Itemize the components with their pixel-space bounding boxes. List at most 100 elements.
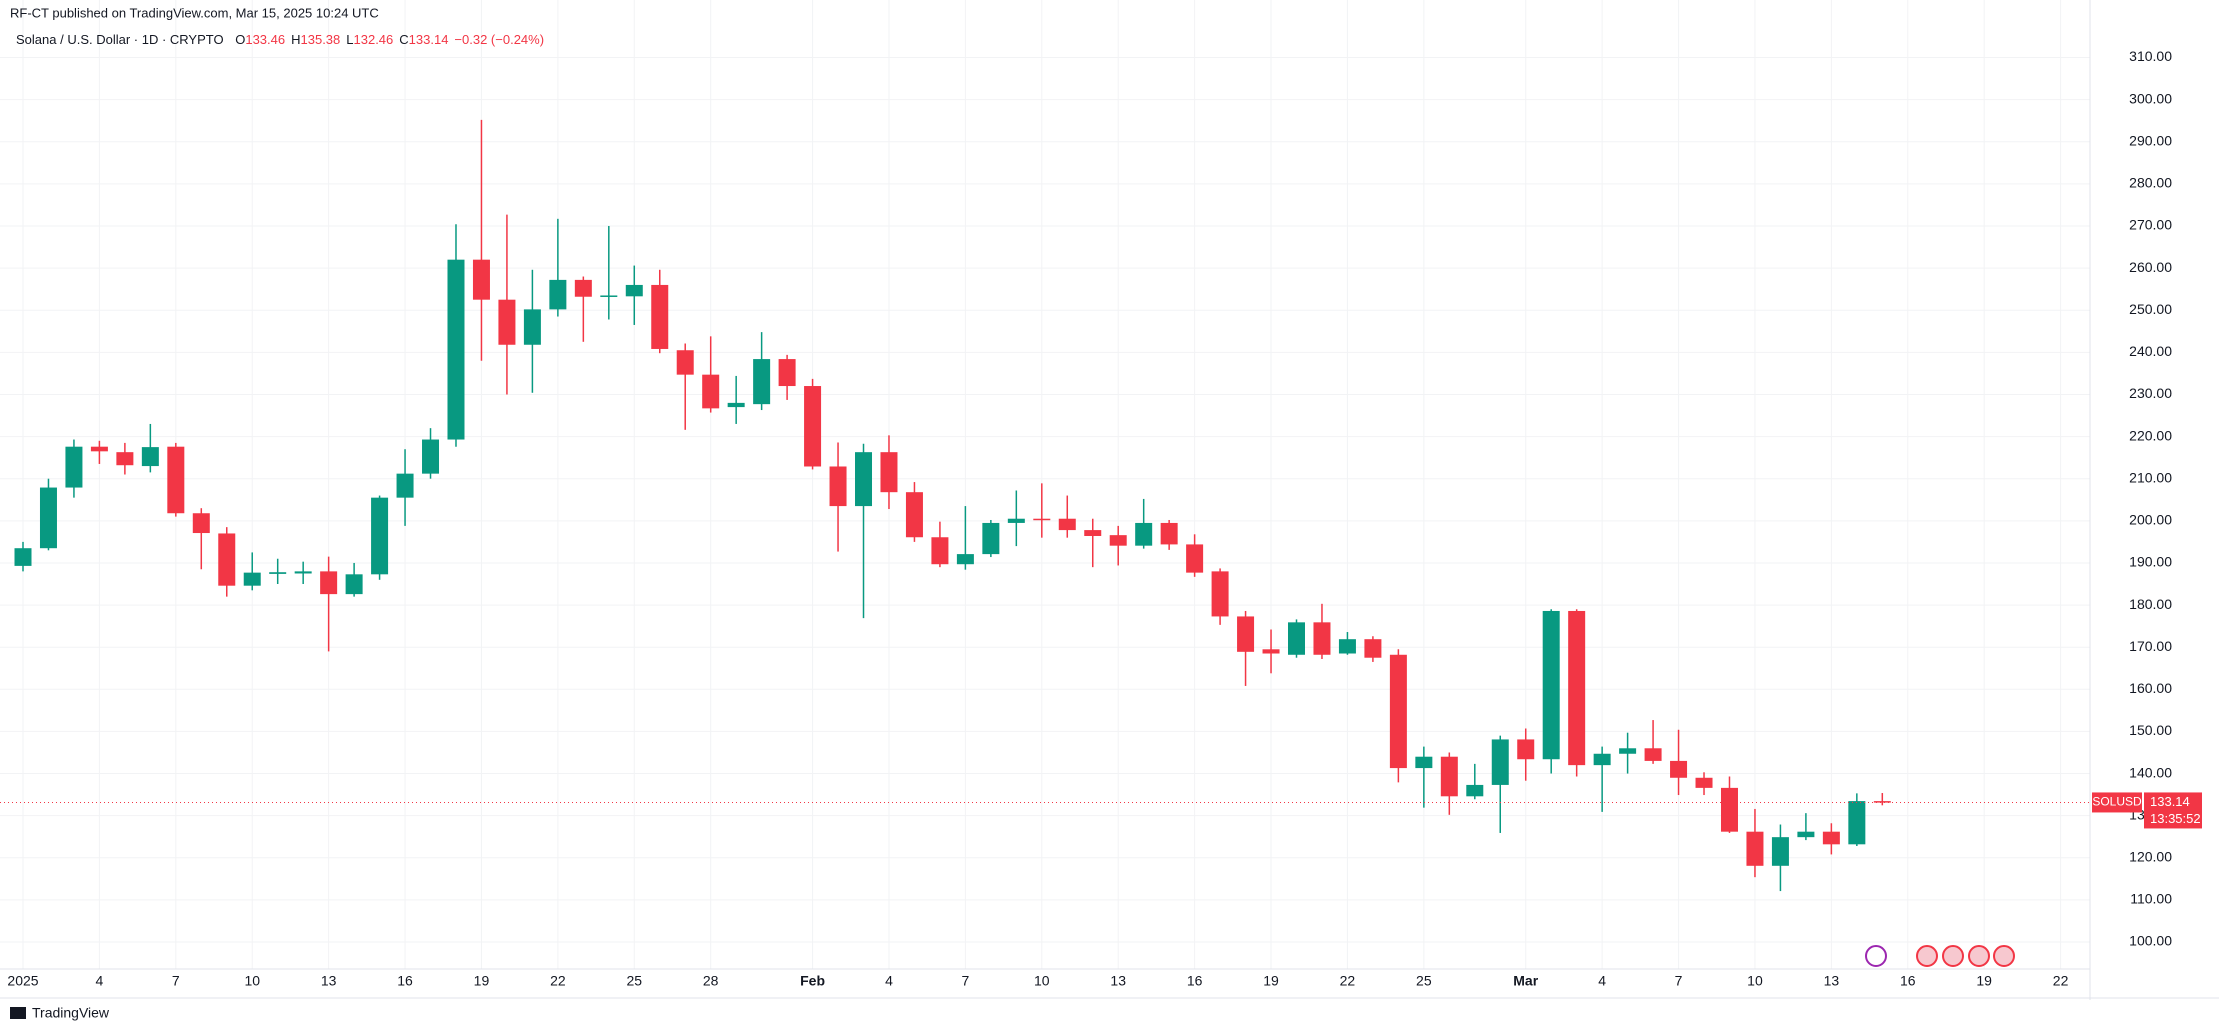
candle-body — [574, 279, 592, 297]
x-tick-label: 10 — [1034, 973, 1050, 989]
candle-body — [1466, 784, 1484, 797]
price-tag-text: 133.14 — [2150, 794, 2190, 809]
x-tick-label: 7 — [172, 973, 180, 989]
y-tick-label: 260.00 — [2129, 259, 2172, 275]
candle-body — [243, 572, 261, 586]
candle-body — [982, 522, 1000, 555]
grid — [0, 0, 2090, 969]
x-tick-label: 16 — [1900, 973, 1916, 989]
candle-body — [1033, 518, 1051, 521]
candle-body — [1542, 610, 1560, 760]
candle-body — [549, 279, 567, 310]
candle-body — [141, 447, 159, 467]
x-tick-label: 4 — [885, 973, 893, 989]
event-icon — [1942, 945, 1964, 967]
candle-body — [65, 446, 83, 488]
candle-body — [1644, 748, 1662, 761]
candle-body — [1237, 616, 1255, 652]
candle-body — [1007, 518, 1025, 523]
chart-title: Solana / U.S. Dollar · 1D · CRYPTO — [16, 32, 224, 47]
y-tick-label: 150.00 — [2129, 722, 2172, 738]
countdown-text: 13:35:52 — [2150, 811, 2201, 826]
price-tag — [2144, 792, 2202, 829]
candle-body — [269, 572, 287, 574]
candle-body — [1797, 831, 1815, 838]
candle-body — [1440, 756, 1458, 797]
y-tick-label: 300.00 — [2129, 90, 2172, 106]
candle-body — [1517, 739, 1535, 760]
x-tick-label: 22 — [2053, 973, 2069, 989]
x-tick-label: 22 — [1340, 973, 1356, 989]
x-tick-label: Feb — [800, 973, 825, 989]
candle-body — [1491, 739, 1509, 785]
candle-body — [905, 492, 923, 538]
candle-body — [1364, 639, 1382, 658]
candle-body — [778, 359, 796, 387]
candle-body — [1262, 649, 1280, 654]
legend-value: 132.46 — [354, 32, 394, 47]
candle-body — [371, 497, 389, 575]
y-tick-label: 140.00 — [2129, 764, 2172, 780]
candle-body — [422, 439, 440, 474]
published-line: RF-CT published on TradingView.com, Mar … — [10, 5, 379, 20]
candle-body — [116, 452, 134, 466]
candle-body — [1568, 610, 1586, 766]
candle-body — [90, 446, 108, 452]
x-tick-label: 7 — [1675, 973, 1683, 989]
legend-value: 133.14 — [409, 32, 449, 47]
x-tick-label: 10 — [1747, 973, 1763, 989]
y-tick-label: 190.00 — [2129, 554, 2172, 570]
legend-value: 133.46 — [245, 32, 285, 47]
x-tick-label: 4 — [96, 973, 104, 989]
candle-body — [956, 554, 974, 565]
candle-body — [1670, 760, 1688, 778]
y-tick-label: 180.00 — [2129, 596, 2172, 612]
candle-body — [1109, 535, 1127, 546]
y-tick-label: 170.00 — [2129, 638, 2172, 654]
x-tick-label: 13 — [1824, 973, 1840, 989]
candle-body — [1160, 522, 1178, 545]
candle-body — [1619, 748, 1637, 754]
candle-body — [1186, 544, 1204, 573]
footer-brand: TradingView — [32, 1005, 110, 1021]
x-tick-label: 13 — [1110, 973, 1126, 989]
y-tick-label: 160.00 — [2129, 680, 2172, 696]
y-tick-label: 240.00 — [2129, 343, 2172, 359]
x-tick-label: 10 — [244, 973, 260, 989]
candle-body — [523, 309, 541, 345]
legend-change: −0.32 (−0.24%) — [454, 32, 544, 47]
x-tick-label: 22 — [550, 973, 566, 989]
candle-body — [167, 446, 185, 514]
candle-body — [829, 466, 847, 507]
candle-body — [1211, 571, 1229, 617]
y-tick-label: 220.00 — [2129, 427, 2172, 443]
candle-body — [753, 359, 771, 405]
event-icons — [1865, 945, 2015, 967]
candle-body — [1288, 622, 1305, 655]
candle-body — [804, 386, 822, 467]
symbol-tag-text: SOLUSD — [2092, 795, 2142, 809]
candle-body — [1084, 530, 1102, 536]
event-icon — [1865, 945, 1887, 967]
candle-body — [727, 402, 745, 408]
candle-body — [396, 473, 414, 498]
y-tick-label: 230.00 — [2129, 385, 2172, 401]
candle-body — [1338, 639, 1356, 654]
y-tick-label: 110.00 — [2130, 891, 2172, 907]
x-tick-label: 19 — [1976, 973, 1992, 989]
candle-body — [676, 350, 694, 375]
candle-body — [320, 571, 338, 595]
candle-body — [1695, 777, 1713, 788]
candle-body — [1593, 753, 1611, 766]
x-tick-label: 16 — [397, 973, 413, 989]
candle-body — [1058, 518, 1076, 531]
candle-body — [1873, 801, 1891, 803]
y-tick-label: 290.00 — [2129, 132, 2172, 148]
event-icon — [1968, 945, 1990, 967]
candle-body — [600, 295, 618, 297]
candle-body — [1822, 831, 1840, 845]
symbol-header: Solana / U.S. Dollar · 1D · CRYPTO O133.… — [16, 32, 544, 47]
y-tick-label: 310.00 — [2129, 48, 2172, 64]
